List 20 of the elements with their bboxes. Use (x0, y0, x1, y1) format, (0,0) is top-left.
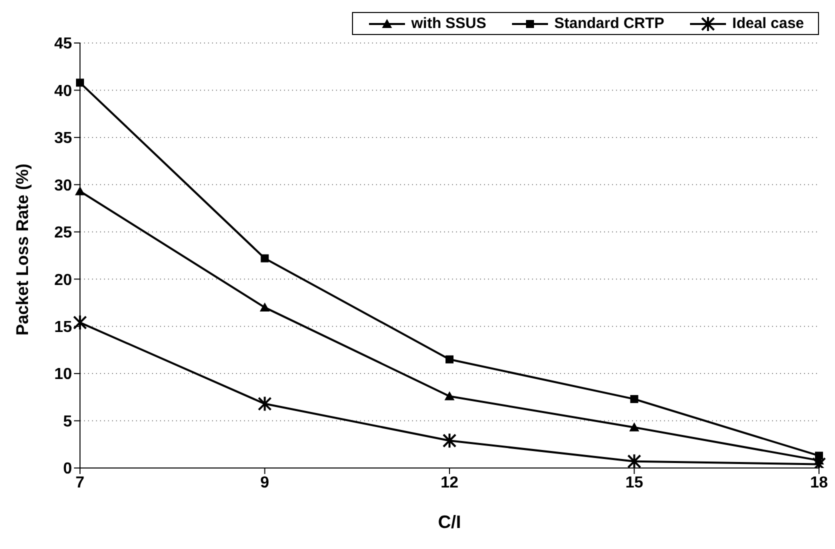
y-tick-label: 30 (54, 177, 72, 194)
x-tick-label: 9 (260, 474, 270, 492)
y-tick-label: 0 (63, 460, 72, 478)
x-tick-label: 12 (440, 474, 458, 492)
y-axis-title: Packet Loss Rate (%) (13, 164, 32, 336)
y-tick-label: 45 (54, 36, 72, 53)
x-tick-label: 7 (76, 474, 85, 492)
y-tick-label: 15 (54, 319, 72, 336)
legend-label: with SSUS (410, 15, 486, 32)
y-tick-label: 25 (54, 224, 72, 242)
y-tick-label: 5 (63, 413, 72, 430)
x-tick-label: 18 (810, 474, 828, 492)
x-tick-label: 15 (625, 474, 644, 492)
x-axis-title: C/I (438, 512, 462, 532)
legend-label: Ideal case (731, 15, 804, 32)
y-tick-label: 20 (54, 272, 72, 289)
y-tick-label: 10 (54, 366, 72, 384)
y-tick-label: 40 (54, 82, 72, 100)
legend-label: Standard CRTP (553, 15, 664, 32)
y-tick-label: 35 (54, 130, 72, 148)
